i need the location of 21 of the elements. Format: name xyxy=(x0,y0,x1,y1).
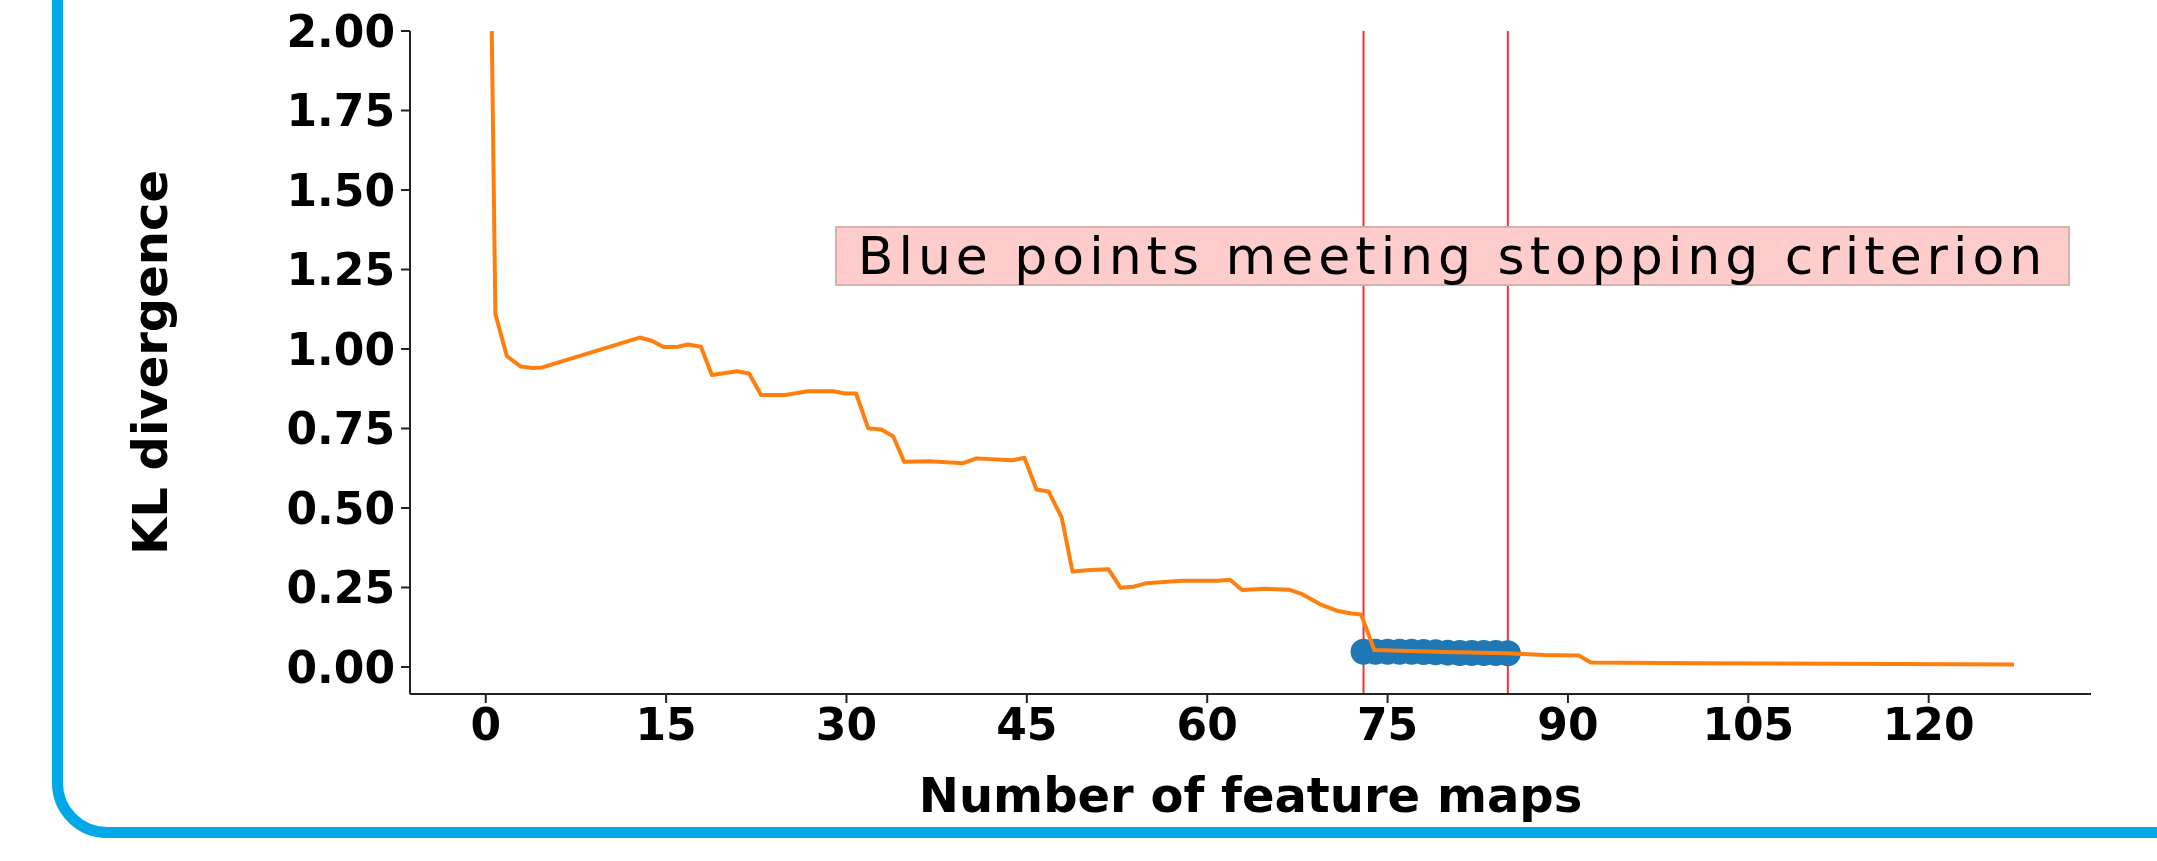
y-tick-label: 0.50 xyxy=(286,482,395,534)
x-tick-label: 0 xyxy=(470,699,502,751)
y-tick-label: 1.75 xyxy=(286,85,395,137)
x-tick-label: 120 xyxy=(1882,699,1975,751)
y-tick-label: 0.75 xyxy=(286,403,395,455)
x-tick-label: 105 xyxy=(1702,699,1795,751)
x-tick-label: 15 xyxy=(635,699,697,751)
x-tick-label: 30 xyxy=(815,699,878,751)
x-tick-label: 75 xyxy=(1356,699,1419,751)
y-tick-label: 1.50 xyxy=(286,164,395,216)
x-tick-label: 60 xyxy=(1176,699,1238,751)
y-tick-label: 0.25 xyxy=(286,562,395,614)
y-axis-title: KL divergence xyxy=(122,170,179,555)
x-tick-label: 45 xyxy=(996,699,1058,751)
y-tick-label: 1.00 xyxy=(286,323,395,375)
y-tick-label: 0.00 xyxy=(286,641,395,693)
note-box: Blue points meeting stopping criterion xyxy=(835,226,2070,286)
x-axis-title: Number of feature maps xyxy=(918,767,1583,823)
y-tick-label: 2.00 xyxy=(286,5,395,57)
x-tick-label: 90 xyxy=(1537,699,1599,751)
y-tick-label: 1.25 xyxy=(286,244,395,296)
